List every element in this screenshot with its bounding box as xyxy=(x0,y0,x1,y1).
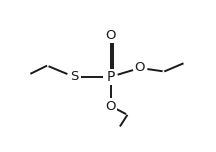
Text: P: P xyxy=(106,70,115,84)
Text: O: O xyxy=(105,29,116,42)
Text: S: S xyxy=(70,70,78,83)
Text: O: O xyxy=(135,61,145,74)
Text: O: O xyxy=(105,100,116,112)
